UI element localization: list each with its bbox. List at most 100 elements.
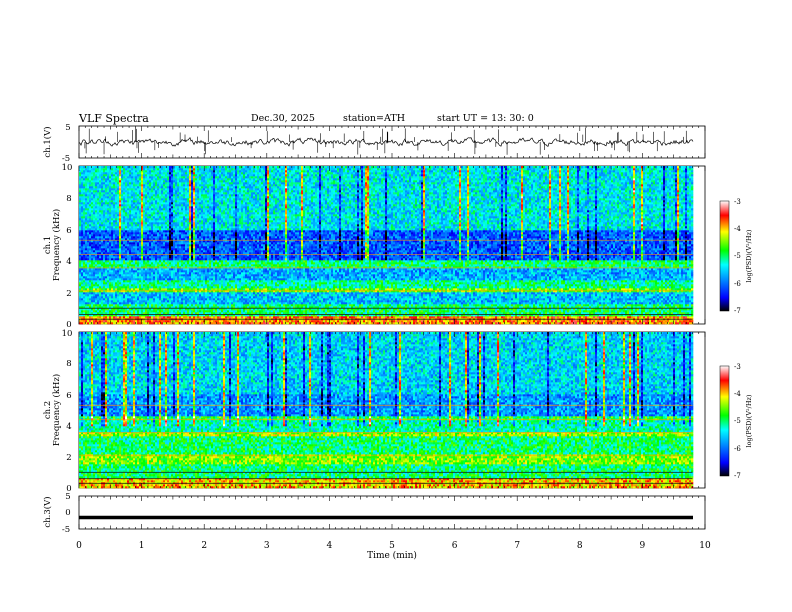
spectrogram-cell: [273, 320, 276, 323]
spectrogram-cell: [633, 294, 636, 297]
spectrogram-cell: [265, 304, 268, 307]
spectrogram-cell: [323, 292, 326, 295]
spectrogram-cell: [287, 320, 290, 323]
spectrogram-cell: [389, 298, 392, 301]
spectrogram-cell: [611, 306, 614, 309]
spectrogram-cell: [513, 306, 516, 309]
spectrogram-cell: [335, 300, 338, 303]
spectrogram-cell: [323, 310, 326, 313]
spectrogram-cell: [177, 302, 180, 305]
spectrogram-cell: [451, 314, 454, 317]
spectrogram-cell: [283, 308, 286, 311]
spectrogram-cell: [173, 296, 176, 299]
spectrogram-cell: [405, 310, 408, 313]
spectrogram-cell: [411, 322, 414, 325]
spectrogram-cell: [451, 306, 454, 309]
spectrogram-cell: [81, 292, 84, 295]
spectrogram-cell: [237, 304, 240, 307]
spectrogram-cell: [309, 308, 312, 311]
spectrogram-cell: [217, 306, 220, 309]
spectrogram-cell: [255, 322, 258, 325]
spectrogram-cell: [149, 302, 152, 305]
spectrogram-cell: [497, 302, 500, 305]
spectrogram-cell: [85, 312, 88, 315]
spectrogram-cell: [451, 302, 454, 305]
spectrogram-cell: [251, 320, 254, 323]
spectrogram-cell: [449, 306, 452, 309]
spectrogram-cell: [225, 316, 228, 319]
spectrogram-cell: [185, 302, 188, 305]
spectrogram-cell: [181, 308, 184, 311]
spectrogram-cell: [417, 304, 420, 307]
spectrogram-cell: [593, 306, 596, 309]
spectrogram-cell: [201, 304, 204, 307]
spectrogram-cell: [285, 322, 288, 325]
spectrogram-cell: [645, 292, 648, 295]
spectrogram-cell: [239, 316, 242, 319]
spectrogram-cell: [155, 294, 158, 297]
spectrogram-cell: [649, 322, 652, 325]
spectrogram-cell: [351, 308, 354, 311]
spectrogram-cell: [515, 298, 518, 301]
spectrogram-cell: [357, 310, 360, 313]
spectrogram-cell: [123, 322, 126, 325]
spectrogram-cell: [445, 316, 448, 319]
spectrogram-cell: [189, 306, 192, 309]
spectrogram-cell: [91, 294, 94, 297]
spectrogram-cell: [349, 308, 352, 311]
spectrogram-cell: [665, 298, 668, 301]
spectrogram-cell: [141, 306, 144, 309]
spectrogram-cell: [393, 312, 396, 315]
spectrogram-cell: [231, 298, 234, 301]
spectrogram-cell: [239, 306, 242, 309]
spectrogram-cell: [283, 298, 286, 301]
spectrogram-cell: [643, 302, 646, 305]
spectrogram-cell: [575, 316, 578, 319]
spectrogram-cell: [125, 302, 128, 305]
spectrogram-cell: [123, 316, 126, 319]
spectrogram-cell: [423, 316, 426, 319]
spectrogram-cell: [597, 314, 600, 317]
spectrogram-cell: [595, 316, 598, 319]
spectrogram-cell: [371, 322, 374, 325]
spectrogram-cell: [635, 308, 638, 311]
spectrogram-cell: [343, 312, 346, 315]
spectrogram-cell: [421, 322, 424, 325]
spectrogram-cell: [393, 294, 396, 297]
spectrogram-cell: [589, 320, 592, 323]
spectrogram-cell: [481, 314, 484, 317]
spectrogram-cell: [409, 304, 412, 307]
spectrogram-cell: [453, 310, 456, 313]
spectrogram-cell: [305, 294, 308, 297]
spectrogram-cell: [333, 312, 336, 315]
spectrogram-cell: [183, 314, 186, 317]
spectrogram-cell: [675, 292, 678, 295]
spectrogram-cell: [221, 294, 224, 297]
spectrogram-cell: [273, 314, 276, 317]
spectrogram-cell: [595, 308, 598, 311]
spectrogram-cell: [381, 298, 384, 301]
spectrogram-cell: [607, 312, 610, 315]
spectrogram-cell: [177, 306, 180, 309]
spectrogram-cell: [691, 316, 694, 319]
spectrogram-cell: [161, 310, 164, 313]
spectrogram-cell: [687, 322, 690, 325]
spectrogram-cell: [445, 300, 448, 303]
spectrogram-cell: [609, 312, 612, 315]
spectrogram-cell: [179, 308, 182, 311]
spectrogram-cell: [189, 312, 192, 315]
spectrogram-cell: [381, 312, 384, 315]
spectrogram-cell: [271, 298, 274, 301]
spectrogram-cell: [653, 294, 656, 297]
spectrogram-cell: [387, 314, 390, 317]
spectrogram-cell: [619, 294, 622, 297]
spectrogram-cell: [189, 322, 192, 325]
spectrogram-cell: [99, 296, 102, 299]
spectrogram-cell: [293, 322, 296, 325]
spectrogram-cell: [397, 296, 400, 299]
spectrogram-cell: [417, 308, 420, 311]
spectrogram-cell: [185, 304, 188, 307]
spectrogram-cell: [361, 302, 364, 305]
spectrogram-cell: [525, 300, 528, 303]
spectrogram-cell: [131, 312, 134, 315]
